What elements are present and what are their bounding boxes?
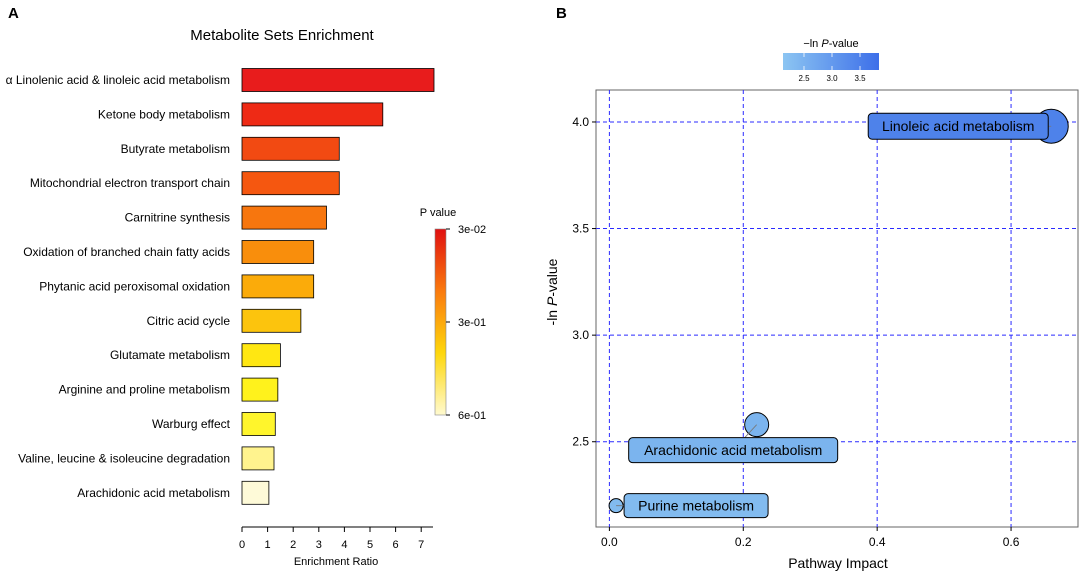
bars: [241, 68, 435, 505]
p-legend-label-top: 3e-02: [458, 224, 486, 236]
p-value-legend-title: P value: [420, 207, 457, 219]
bar: [241, 274, 315, 299]
bar-category-label: Ketone body metabolism: [98, 107, 230, 121]
bar-category-label: Glutamate metabolism: [110, 348, 230, 362]
bar: [241, 412, 276, 436]
bar-category-label: Carnitrine synthesis: [125, 211, 230, 225]
bar-x-tick-label: 4: [341, 539, 347, 551]
scatter-x-tick-label: 0.0: [601, 535, 618, 549]
p-legend-label-bottom: 6e-01: [458, 410, 486, 422]
bar: [241, 171, 340, 196]
ln-p-legend: −ln P-value 2.5 3.0 3.5: [783, 38, 879, 83]
ln-p-colorbar: [783, 53, 879, 70]
bar: [241, 343, 281, 368]
panel-a: A Metabolite Sets Enrichment α Linolenic…: [6, 5, 487, 568]
point-label-box: [867, 112, 1049, 140]
ln-legend-label-1: 3.0: [826, 74, 838, 83]
bar: [241, 240, 315, 264]
scatter-y-axis-label: -ln P-value: [544, 258, 560, 325]
scatter-y-tick-label: 4.0: [572, 115, 589, 129]
scatter-x-ticks: 0.0 0.2 0.4 0.6: [601, 527, 1020, 549]
bar-x-tick-label: 5: [367, 539, 373, 551]
point-label-box: [623, 493, 769, 519]
bar-chart-title: Metabolite Sets Enrichment: [190, 27, 374, 44]
bar-category-label: α Linolenic acid & linoleic acid metabol…: [6, 73, 230, 87]
ln-legend-label-2: 3.5: [854, 74, 866, 83]
point-label-box: [628, 437, 839, 464]
bar-category-label: Phytanic acid peroxisomal oxidation: [39, 279, 230, 293]
panel-b-label: B: [556, 5, 567, 22]
bar: [241, 308, 302, 333]
bar-x-tick-label: 3: [316, 539, 322, 551]
bar-x-tick-label: 0: [239, 539, 245, 551]
bar-category-label: Arginine and proline metabolism: [59, 383, 230, 397]
p-legend-label-mid: 3e-01: [458, 317, 486, 329]
point-label: Purine metabolism: [638, 498, 754, 514]
scatter-y-tick-label: 2.5: [572, 435, 589, 449]
bar-category-label: Warburg effect: [152, 417, 231, 431]
scatter-y-ticks: 2.5 3.0 3.5 4.0: [572, 115, 596, 449]
scatter-x-axis-label: Pathway Impact: [788, 555, 888, 571]
bar: [241, 102, 384, 127]
bar-category-label: Mitochondrial electron transport chain: [30, 176, 230, 190]
bar-category-label: Butyrate metabolism: [121, 142, 230, 156]
scatter-x-tick-label: 0.6: [1003, 535, 1020, 549]
scatter-points: Linoleic acid metabolism Arachidonic acid…: [608, 108, 1069, 519]
ln-p-legend-ticks: [803, 53, 861, 70]
p-value-colorbar: [434, 228, 447, 416]
scatter-y-tick-label: 3.0: [572, 328, 589, 342]
bar-x-axis-label: Enrichment Ratio: [294, 556, 378, 568]
scatter-y-tick-label: 3.5: [572, 222, 589, 236]
bar-x-tick-label: 7: [418, 539, 424, 551]
bar: [241, 480, 270, 505]
point-label: Arachidonic acid metabolism: [644, 442, 822, 458]
scatter-x-tick-label: 0.4: [869, 535, 886, 549]
bar-x-ticks: 0 1 2 3 4 5 6 7: [239, 527, 424, 551]
bar-x-tick-label: 6: [393, 539, 399, 551]
point-label: Linoleic acid metabolism: [882, 118, 1035, 134]
scatter-x-tick-label: 0.2: [735, 535, 752, 549]
panel-a-label: A: [8, 5, 19, 22]
bar-category-labels: α Linolenic acid & linoleic acid metabol…: [6, 73, 231, 500]
bar-category-label: Valine, leucine & isoleucine degradation: [18, 451, 230, 465]
bar: [241, 136, 340, 161]
bar: [241, 446, 275, 471]
bar-category-label: Oxidation of branched chain fatty acids: [23, 245, 230, 259]
bar: [241, 377, 279, 402]
ln-legend-label-0: 2.5: [798, 74, 810, 83]
p-value-legend: P value 3e-02 3e-01 6e-01: [420, 207, 486, 422]
ln-p-legend-title: −ln P-value: [803, 38, 858, 50]
panel-b: B −ln P-value 2.5 3.0 3.5 2.5 3.0 3.5 4.0 0…: [544, 5, 1079, 571]
bar-x-tick-label: 2: [290, 539, 296, 551]
bar-x-tick-label: 1: [265, 539, 271, 551]
bar: [241, 205, 327, 230]
bar-category-label: Arachidonic acid metabolism: [77, 486, 230, 500]
bar: [241, 68, 435, 92]
bar-category-label: Citric acid cycle: [147, 314, 231, 328]
